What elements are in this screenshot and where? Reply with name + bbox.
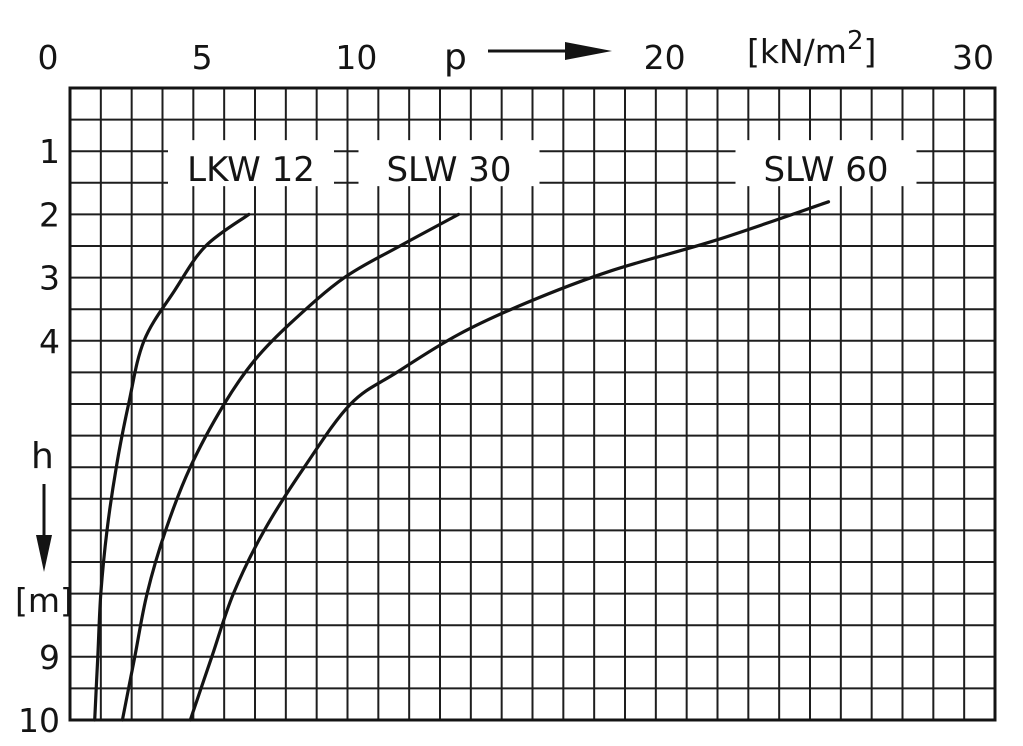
y-tick-label: 9 <box>39 638 60 677</box>
y-axis-label: h <box>31 436 54 477</box>
y-axis-unit: [m] <box>15 581 73 620</box>
series-label-background <box>358 140 540 187</box>
y-tick-label: 4 <box>39 322 60 361</box>
series-label-background <box>168 140 334 187</box>
y-tick-label: 10 <box>18 701 60 740</box>
x-tick-label: 30 <box>952 38 994 77</box>
series-label: LKW 12 <box>187 150 315 190</box>
series-line <box>120 212 461 722</box>
x-tick-label: 0 <box>38 38 59 77</box>
x-tick-label: 5 <box>192 38 213 77</box>
series-label: SLW 60 <box>763 150 888 190</box>
y-tick-label: 1 <box>39 132 60 171</box>
series: LKW 12 SLW 30 SLW 60 <box>93 140 917 722</box>
x-axis-unit: [kN/m2] <box>747 26 876 71</box>
y-tick-label: 2 <box>39 195 60 234</box>
x-tick-labels: 0 5 10 20 30 <box>38 38 995 77</box>
series-label-background <box>735 140 917 187</box>
x-axis-label: p <box>444 37 467 78</box>
series-line <box>93 212 251 722</box>
x-tick-label: 20 <box>644 38 686 77</box>
series-label: SLW 30 <box>386 150 511 190</box>
plot-frame <box>68 86 997 722</box>
y-tick-label: 3 <box>39 259 60 298</box>
arrow-right-icon <box>488 42 612 60</box>
series-line <box>188 200 831 722</box>
y-tick-labels: 1 2 3 4 9 10 <box>18 132 60 740</box>
x-tick-label: 10 <box>335 38 377 77</box>
arrow-down-icon <box>36 484 52 572</box>
grid <box>70 88 995 720</box>
